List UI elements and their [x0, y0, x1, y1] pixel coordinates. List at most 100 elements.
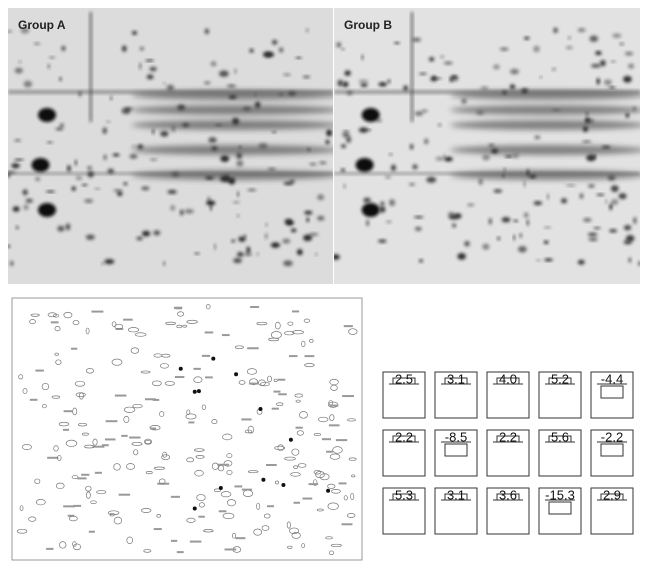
gel-spot [476, 111, 484, 115]
gel-spot [19, 61, 22, 64]
gel-spot [244, 253, 252, 256]
gel-spot [163, 262, 166, 266]
gel-spot [82, 184, 87, 186]
map-tag [344, 325, 353, 327]
gel-spot [32, 158, 50, 172]
gel-spot [215, 124, 222, 126]
fold-change-value: -15.3 [545, 487, 575, 502]
gel-spot [10, 261, 14, 266]
gel-spot [502, 217, 511, 222]
gel-streak [8, 172, 333, 175]
map-tag [272, 408, 279, 410]
map-tag [235, 537, 245, 539]
gel-spot [113, 189, 122, 192]
map-tag [296, 427, 303, 429]
gel-spot [34, 42, 40, 45]
fold-change-value: 5.3 [395, 487, 413, 502]
gel-spot [513, 235, 515, 241]
gel-spot [136, 237, 142, 241]
gel-spot [596, 194, 604, 196]
gel-spot [72, 186, 76, 190]
gel-spot [61, 46, 65, 51]
gel-spot [160, 131, 168, 137]
gel-spot [238, 236, 245, 241]
map-tag [89, 531, 95, 533]
gel-spot [362, 203, 380, 217]
fold-change-value: 2.2 [395, 429, 413, 444]
gel-spot [121, 108, 125, 113]
gel-spot [132, 145, 135, 147]
gel-spot [271, 242, 280, 247]
map-tag [121, 435, 127, 437]
gel-spot [440, 55, 443, 58]
gel-spot [461, 98, 467, 104]
gel-spot [317, 216, 324, 221]
gel-spot [595, 51, 601, 55]
map-tag [294, 502, 301, 504]
gel-spot [288, 92, 295, 96]
gel-spot [497, 237, 500, 240]
gel-spot [586, 117, 590, 123]
gel-spot [306, 28, 309, 32]
gel-spot [205, 176, 214, 179]
map-tag [81, 474, 89, 476]
gel-spot [544, 240, 548, 244]
gel-spot [237, 215, 239, 218]
gel-spot [527, 169, 530, 176]
gel-spot [172, 172, 180, 177]
gel-spot [444, 157, 452, 161]
gel-spot [152, 129, 154, 134]
gel-spot [145, 59, 154, 61]
gel-spot [544, 258, 553, 261]
gel-spot [394, 42, 399, 44]
gel-spot [122, 45, 127, 51]
gel-spot [254, 93, 256, 96]
gel-spot [346, 136, 352, 143]
map-tag [292, 310, 299, 312]
gel-spot [307, 148, 310, 151]
gel-spot [582, 140, 591, 143]
map-tag [205, 376, 213, 378]
map-tag [289, 355, 298, 357]
gel-spot [609, 86, 616, 88]
gel-spot [101, 263, 103, 266]
gel-spot [303, 76, 310, 79]
gel-spot [412, 164, 417, 169]
gel-spot [415, 227, 422, 231]
gel-spot [504, 168, 506, 171]
gel-spot [60, 123, 64, 127]
gel-spot [265, 223, 267, 226]
gel-spot [344, 70, 351, 75]
gel-spot [561, 198, 567, 203]
fold-change-value: 2.9 [603, 487, 621, 502]
gel-spot [317, 194, 324, 200]
gel-spot [626, 113, 629, 118]
gel-spot [167, 190, 177, 194]
fold-change-value: 2.2 [499, 429, 517, 444]
gel-spot [210, 205, 212, 211]
gel-spot [315, 253, 317, 255]
gel-spot [279, 47, 283, 52]
gel-streak [450, 120, 646, 130]
map-spot [258, 407, 262, 411]
gel-spot [586, 112, 589, 115]
map-tag [329, 424, 340, 426]
gel-spot [182, 123, 189, 127]
map-tag [115, 395, 127, 397]
gel-spot [142, 231, 150, 237]
gel-spot [113, 153, 120, 156]
gel-spot [436, 157, 444, 161]
map-tag [218, 464, 230, 466]
gel-spot [363, 197, 370, 202]
gel-spot [429, 57, 434, 61]
gel-spot [519, 233, 522, 237]
gel-spot [265, 52, 274, 57]
gel-spot [361, 84, 368, 87]
gel-spot [359, 127, 368, 132]
gel-spot [500, 47, 509, 51]
map-tag [339, 482, 347, 484]
map-tag [241, 418, 251, 420]
map-tag [249, 383, 258, 385]
map-tag [73, 505, 81, 507]
gel-spot [608, 175, 616, 180]
